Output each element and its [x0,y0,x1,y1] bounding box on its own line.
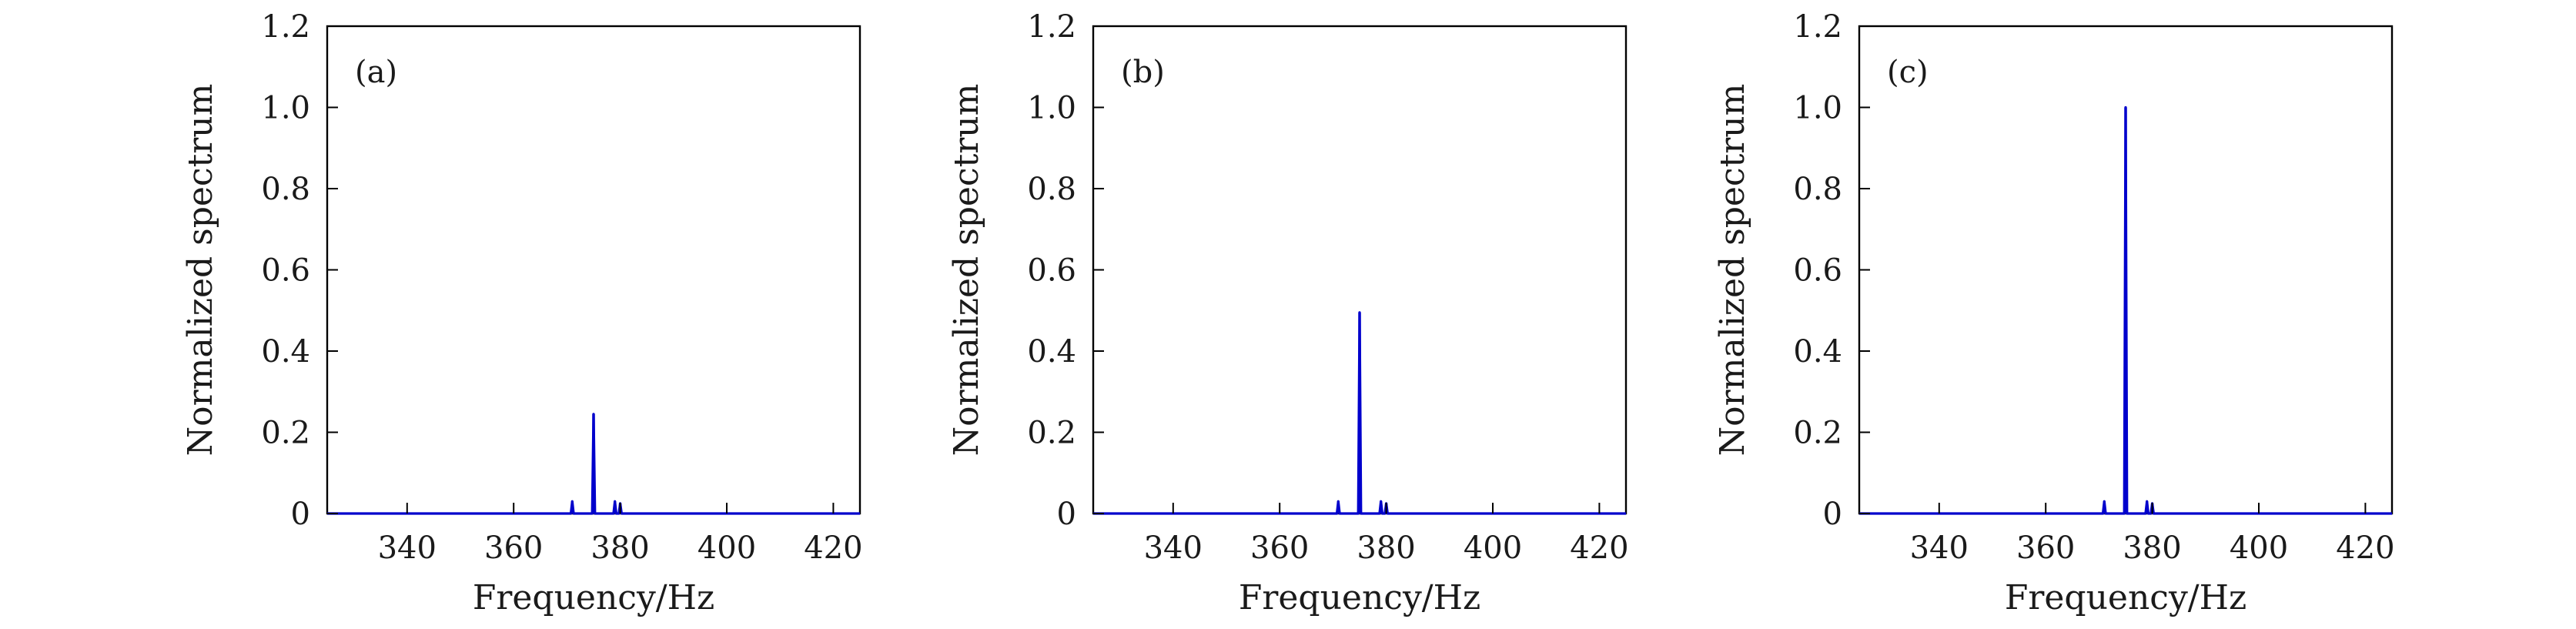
y-tick-label: 0 [1823,497,1842,532]
x-tick-label: 360 [484,530,543,566]
x-tick-label: 380 [2123,530,2181,566]
x-axis-label: Frequency/Hz [473,578,714,617]
y-tick-label: 0.4 [1027,334,1076,370]
y-tick-label: 0.8 [261,172,310,207]
y-tick-label: 1.0 [1793,91,1842,126]
y-tick-label: 0 [1057,497,1076,532]
x-tick-label: 340 [1910,530,1969,566]
x-tick-label: 380 [590,530,649,566]
y-tick-label: 0.2 [1793,416,1842,451]
panel-label: (b) [1121,55,1165,90]
x-tick-label: 420 [2336,530,2394,566]
x-tick-label: 420 [1570,530,1628,566]
y-tick-label: 0.2 [1027,416,1076,451]
x-axis-label: Frequency/Hz [2005,578,2246,617]
panel-c: 340 360 380 400 420 0 0.2 0.4 0.6 0.8 1.0 1.2 (c) Fre… [1713,9,2395,617]
y-tick-label: 1.0 [1027,91,1076,126]
x-tick-label: 400 [2230,530,2288,566]
y-tick-label: 0.2 [261,416,310,451]
y-tick-label: 0.4 [1793,334,1842,370]
panels-group: 340 360 380 400 420 0 0.2 0.4 0.6 0.8 1.0 1.2 (a) Fre… [181,9,2395,617]
x-tick-label: 360 [1250,530,1309,566]
y-tick-label: 0.6 [261,253,310,289]
y-tick-label: 0.8 [1027,172,1076,207]
y-tick-label: 1.0 [261,91,310,126]
y-tick-label: 0.4 [261,334,310,370]
panel-b: 340 360 380 400 420 0 0.2 0.4 0.6 0.8 1.0 1.2 (b) Fre… [947,9,1629,617]
panel-label: (c) [1887,55,1929,90]
y-tick-label: 0.6 [1793,253,1842,289]
y-axis-label: Normalized spectrum [947,84,986,457]
y-tick-label: 0.6 [1027,253,1076,289]
y-tick-label: 1.2 [261,9,310,45]
x-tick-label: 340 [1144,530,1203,566]
x-tick-label: 400 [1464,530,1522,566]
x-axis-label: Frequency/Hz [1239,578,1480,617]
x-tick-label: 340 [378,530,437,566]
x-tick-label: 420 [804,530,862,566]
x-tick-label: 400 [698,530,756,566]
y-tick-label: 0 [291,497,310,532]
x-tick-label: 360 [2016,530,2075,566]
panel-a: 340 360 380 400 420 0 0.2 0.4 0.6 0.8 1.0 1.2 (a) Fre… [181,9,863,617]
y-tick-label: 1.2 [1793,9,1842,45]
y-axis-label: Normalized spectrum [181,84,220,457]
panel-label: (a) [355,55,397,90]
y-tick-label: 1.2 [1027,9,1076,45]
x-tick-label: 380 [1357,530,1415,566]
y-axis-label: Normalized spectrum [1713,84,1752,457]
y-tick-label: 0.8 [1793,172,1842,207]
